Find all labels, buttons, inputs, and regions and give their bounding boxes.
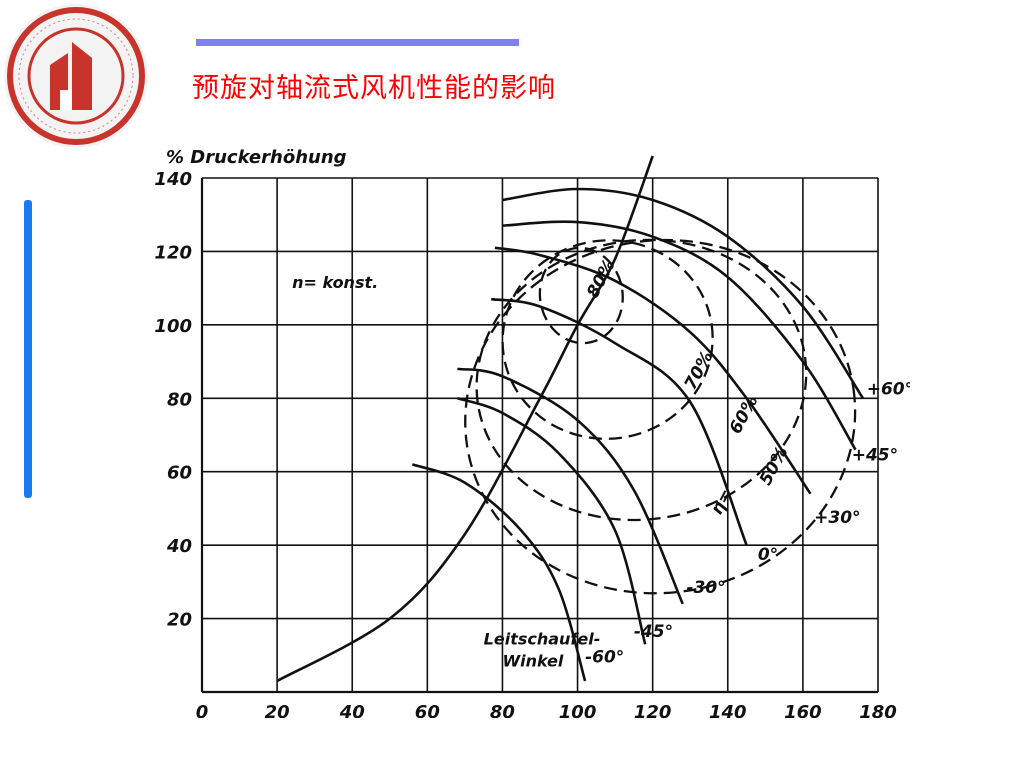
series-label: -60° bbox=[585, 648, 624, 668]
x-tick-label: 120 bbox=[634, 702, 672, 718]
series-label: +45° bbox=[852, 446, 898, 466]
efficiency-label: 70% bbox=[681, 348, 718, 393]
efficiency-symbol: η= bbox=[707, 485, 737, 518]
y-tick-label: 140 bbox=[154, 169, 192, 190]
series-line bbox=[457, 397, 647, 645]
performance-chart: 0 20 40 60 80 100 120 140 160 180 20 40 60 80 100 120 14… bbox=[154, 147, 910, 718]
series-label: -45° bbox=[634, 622, 673, 642]
slide-title: 预旋对轴流式风机性能的影响 bbox=[192, 73, 556, 104]
series-label: +60° bbox=[867, 380, 910, 400]
efficiency-contours bbox=[464, 238, 857, 595]
series-line bbox=[502, 220, 857, 451]
y-axis-title: % Druckerhöhung bbox=[166, 147, 347, 168]
y-tick-label: 120 bbox=[154, 242, 192, 263]
series-line bbox=[411, 463, 587, 682]
x-tick-label: 140 bbox=[709, 702, 747, 718]
x-tick-label: 20 bbox=[265, 702, 290, 718]
top-accent-bar bbox=[196, 39, 519, 46]
y-tick-label: 100 bbox=[154, 316, 192, 337]
series-label: +30° bbox=[814, 508, 860, 528]
x-tick-label: 60 bbox=[415, 702, 440, 718]
series-line bbox=[457, 367, 684, 605]
y-tick-label: 80 bbox=[167, 389, 192, 410]
series-line bbox=[494, 246, 812, 495]
series-lines bbox=[276, 155, 865, 683]
series-label: 0° bbox=[758, 545, 778, 565]
operating-line bbox=[276, 155, 654, 683]
series-label: -30° bbox=[686, 578, 725, 598]
x-tick-label: 100 bbox=[559, 702, 597, 718]
x-tick-label: 40 bbox=[339, 702, 365, 718]
series-line bbox=[491, 297, 748, 546]
efficiency-label: 80% bbox=[583, 256, 620, 301]
university-seal-logo bbox=[4, 4, 148, 148]
y-tick-label: 20 bbox=[167, 610, 192, 631]
x-tick-label: 180 bbox=[859, 702, 897, 718]
efficiency-contour bbox=[501, 239, 714, 440]
x-tick-label: 80 bbox=[490, 702, 515, 718]
y-tick-label: 40 bbox=[166, 536, 192, 557]
x-tick-label: 160 bbox=[784, 702, 822, 718]
vane-angle-legend-line2: Winkel bbox=[502, 651, 563, 670]
efficiency-contour bbox=[538, 246, 624, 345]
x-tick-label: 0 bbox=[196, 702, 209, 718]
side-accent-bar bbox=[24, 200, 32, 498]
efficiency-label: 50% bbox=[756, 443, 793, 488]
vane-angle-legend-line1: Leitschaufel- bbox=[484, 629, 601, 648]
axes: 0 20 40 60 80 100 120 140 160 180 20 40 60 80 100 120 14… bbox=[154, 169, 896, 718]
annotation-n-konst: n= konst. bbox=[292, 273, 378, 292]
series-line bbox=[502, 187, 865, 400]
efficiency-contour bbox=[464, 238, 857, 595]
y-tick-label: 60 bbox=[167, 463, 192, 484]
